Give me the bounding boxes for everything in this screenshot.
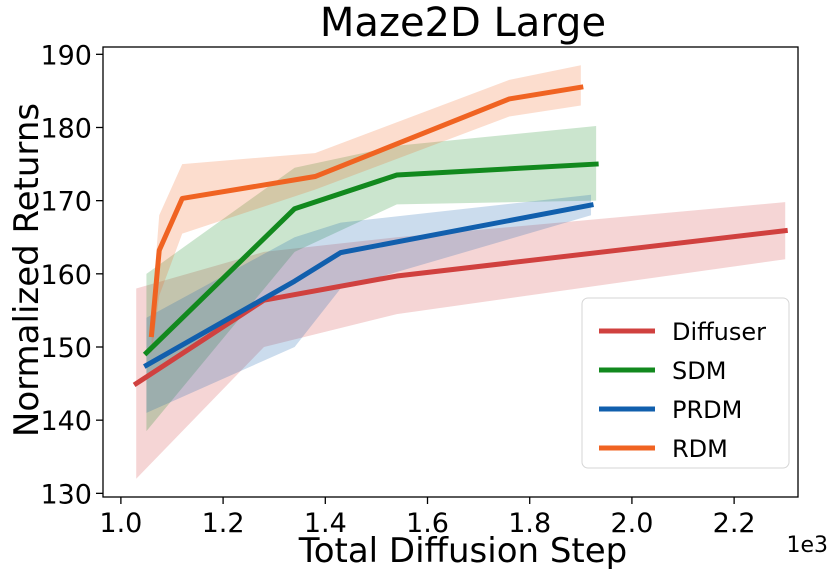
x-tick-label: 2.2	[713, 508, 756, 539]
x-tick-label: 1.6	[406, 508, 449, 539]
legend-label-prdm: PRDM	[672, 396, 742, 424]
legend-box	[581, 297, 790, 469]
x-tick-label: 1.4	[304, 508, 347, 539]
y-tick-label: 140	[40, 406, 92, 437]
line-prdm	[143, 202, 594, 369]
x-tick-label: 1.2	[202, 508, 245, 539]
band-sdm	[146, 126, 597, 432]
series-lines	[132, 84, 788, 388]
x-tick-label: 2.0	[610, 508, 653, 539]
legend-label-diffuser: Diffuser	[672, 318, 766, 346]
y-tick-label: 130	[40, 479, 92, 510]
y-tick-label: 170	[40, 187, 92, 218]
y-tick-label: 160	[40, 260, 92, 291]
line-rdm	[148, 84, 584, 338]
band-diffuser	[136, 202, 786, 479]
legend-label-rdm: RDM	[672, 435, 728, 463]
y-tick-label: 150	[40, 333, 92, 364]
y-axis-label: Normalized Returns	[7, 103, 47, 437]
legend: Diffuser SDM PRDM RDM	[581, 297, 790, 469]
x-axis-label: Total Diffusion Step	[298, 531, 628, 571]
line-sdm	[142, 161, 599, 357]
x-tick-label: 1.8	[508, 508, 551, 539]
x-axis-multiplier: 1e3	[786, 533, 828, 558]
legend-label-sdm: SDM	[672, 357, 726, 385]
y-tick-label: 180	[40, 113, 92, 144]
y-tick-label: 190	[40, 40, 92, 71]
plot-frame	[102, 46, 799, 498]
x-tick-label: 1.0	[99, 508, 142, 539]
chart-title: Maze2D Large	[320, 0, 606, 46]
line-diffuser	[132, 227, 788, 388]
y-axis-ticks: 130 140 150 160 170 180 190	[40, 40, 103, 510]
band-prdm	[146, 194, 592, 413]
x-axis-ticks: 1.0 1.2 1.4 1.6 1.8 2.0 2.2	[99, 497, 756, 539]
